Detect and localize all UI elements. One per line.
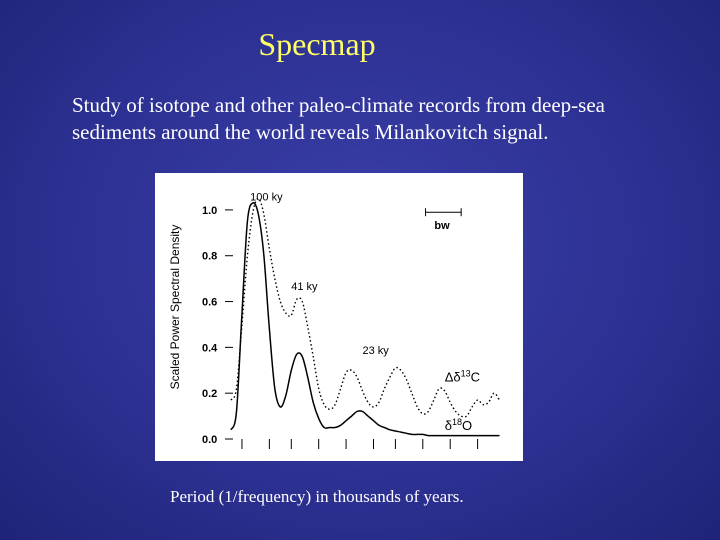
y-axis-label: Scaled Power Spectral Density bbox=[168, 225, 182, 390]
y-tick-label: 0.6 bbox=[202, 297, 217, 309]
x-axis-caption: Period (1/frequency) in thousands of yea… bbox=[170, 487, 464, 506]
y-tick-label: 1.0 bbox=[202, 205, 217, 217]
annotation-label: 41 ky bbox=[291, 281, 318, 293]
y-tick-label: 0.0 bbox=[202, 434, 217, 446]
slide-subtitle: Study of isotope and other paleo-climate… bbox=[72, 93, 605, 144]
spectral-chart: Scaled Power Spectral Density 0.0 0.2 0.4 0.… bbox=[155, 173, 523, 461]
series-line-d18o bbox=[230, 202, 500, 437]
y-tick-label: 0.2 bbox=[202, 388, 217, 400]
annotation-label: 100 ky bbox=[250, 192, 283, 204]
annotation-label: 23 ky bbox=[363, 345, 390, 357]
slide-title: Specmap bbox=[258, 26, 376, 62]
y-tick-label: 0.4 bbox=[202, 342, 218, 354]
chart-svg: Scaled Power Spectral Density 0.0 0.2 0.4 0.… bbox=[168, 192, 501, 449]
series-label-delta-d13c: Δδ13C bbox=[445, 369, 480, 385]
bandwidth-label: bw bbox=[434, 220, 450, 232]
y-tick-label: 0.8 bbox=[202, 251, 217, 263]
series-label-d18o: δ18O bbox=[445, 417, 472, 433]
